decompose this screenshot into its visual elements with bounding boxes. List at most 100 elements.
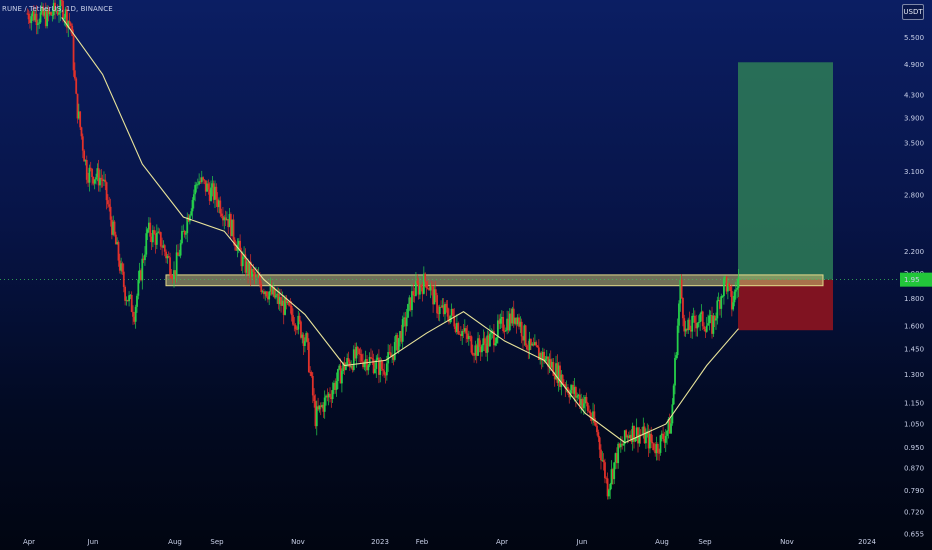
candle-body bbox=[623, 430, 626, 444]
candle-body bbox=[383, 370, 386, 375]
candle-body bbox=[720, 296, 723, 309]
candle-body bbox=[46, 9, 49, 27]
candle-body bbox=[522, 336, 524, 341]
candle-body bbox=[323, 397, 326, 412]
candle-body bbox=[434, 289, 437, 296]
candle-body bbox=[473, 354, 475, 356]
currency-selector[interactable]: USDT bbox=[902, 4, 924, 20]
candle-body bbox=[84, 160, 87, 162]
candle-body bbox=[445, 303, 448, 308]
candle-body bbox=[298, 315, 301, 322]
candle-body bbox=[396, 334, 399, 351]
candle-body bbox=[719, 300, 721, 309]
candle-body bbox=[482, 338, 485, 346]
candle-body bbox=[296, 329, 298, 331]
candle-body bbox=[622, 443, 625, 446]
candle-body bbox=[138, 270, 141, 280]
candle-body bbox=[524, 325, 527, 346]
candle-body bbox=[518, 317, 520, 327]
symbol-label[interactable]: RUNE / TetherUS, 1D, BINANCE bbox=[2, 5, 113, 13]
candle-body bbox=[486, 335, 489, 353]
candle-body bbox=[43, 11, 46, 16]
candle-body bbox=[432, 286, 435, 305]
candle-body bbox=[157, 231, 160, 233]
candle-body bbox=[515, 317, 518, 325]
candle-body bbox=[551, 362, 553, 368]
candle-body bbox=[650, 433, 653, 442]
candle-body bbox=[215, 186, 218, 200]
candle-body bbox=[400, 331, 403, 342]
candle-body bbox=[356, 346, 359, 349]
candle-body bbox=[136, 295, 138, 307]
candle-body bbox=[101, 179, 104, 181]
candle-body bbox=[663, 438, 666, 443]
candle-body bbox=[310, 372, 313, 376]
candle-body bbox=[54, 2, 56, 12]
candle-body bbox=[467, 335, 470, 340]
candle-body bbox=[321, 404, 323, 407]
candle-body bbox=[448, 316, 450, 323]
candle-body bbox=[678, 303, 680, 326]
candle-body bbox=[114, 234, 117, 245]
candle-body bbox=[433, 289, 436, 305]
candle-body bbox=[76, 93, 79, 119]
candle-body bbox=[385, 363, 388, 376]
candle-body bbox=[511, 308, 514, 324]
candle-body bbox=[380, 360, 383, 369]
candle-body bbox=[196, 184, 199, 186]
candle-body bbox=[413, 295, 416, 296]
candle-body bbox=[403, 317, 405, 320]
candle-body bbox=[303, 341, 306, 346]
candle-body bbox=[360, 354, 363, 362]
candle-body bbox=[733, 291, 736, 303]
candle-body bbox=[686, 328, 688, 331]
candle-body bbox=[444, 303, 446, 315]
candle-body bbox=[688, 319, 691, 330]
candle-body bbox=[611, 469, 614, 480]
candle-body bbox=[412, 291, 415, 296]
candle-body bbox=[627, 435, 630, 439]
candle-body bbox=[368, 357, 371, 366]
candle-body bbox=[194, 185, 197, 195]
candle-body bbox=[552, 362, 555, 376]
candle-body bbox=[421, 287, 424, 294]
candle-body bbox=[339, 365, 342, 384]
candle-body bbox=[166, 255, 169, 259]
candle-body bbox=[430, 285, 433, 287]
candle-body bbox=[220, 213, 223, 217]
candle-body bbox=[170, 274, 173, 278]
candle-body bbox=[375, 359, 378, 369]
candle-body bbox=[707, 323, 709, 326]
candle-body bbox=[565, 387, 568, 389]
candle-body bbox=[113, 221, 116, 235]
candle-body bbox=[257, 276, 260, 277]
candle-body bbox=[171, 277, 174, 280]
candle-body bbox=[453, 315, 456, 327]
candle-body bbox=[589, 411, 592, 418]
candle-body bbox=[407, 304, 409, 318]
candle-body bbox=[280, 297, 282, 306]
candle-body bbox=[701, 311, 704, 327]
x-tick-label: 2023 bbox=[371, 538, 389, 546]
candle-body bbox=[325, 395, 327, 398]
y-tick-label: 2.800 bbox=[904, 192, 924, 200]
candle-body bbox=[327, 393, 330, 398]
candle-body bbox=[614, 453, 617, 463]
candle-body bbox=[645, 433, 647, 444]
candle-body bbox=[118, 260, 121, 271]
candle-body bbox=[523, 325, 526, 341]
candle-body bbox=[228, 214, 231, 228]
candle-body bbox=[274, 295, 277, 298]
candle-body bbox=[144, 254, 146, 261]
candle-body bbox=[233, 239, 236, 247]
candle-body bbox=[81, 136, 84, 151]
candle-body bbox=[99, 177, 101, 186]
candle-body bbox=[50, 12, 52, 16]
candle-body bbox=[158, 231, 161, 233]
candle-body bbox=[466, 333, 469, 340]
candle-body bbox=[282, 300, 285, 315]
candle-body bbox=[696, 323, 699, 329]
candle-body bbox=[600, 449, 602, 461]
